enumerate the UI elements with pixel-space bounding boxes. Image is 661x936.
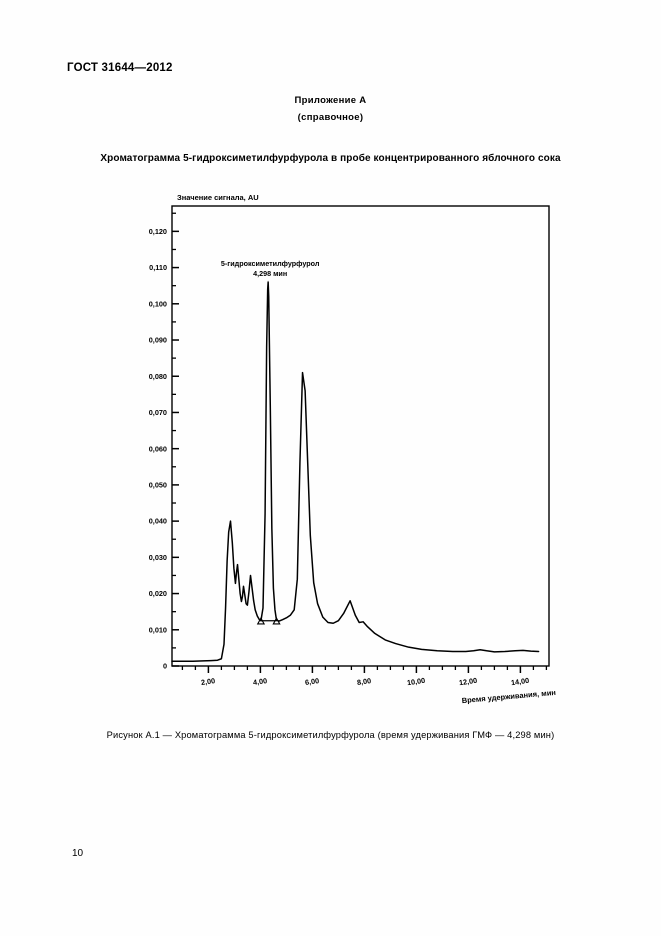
y-tick-label: 0,110 [149, 263, 167, 272]
x-tick-label: 12,00 [458, 676, 477, 687]
x-tick-label: 14,00 [510, 676, 529, 687]
y-tick-label: 0,020 [149, 589, 167, 598]
page-number: 10 [72, 848, 84, 859]
x-tick-label: 4,00 [252, 676, 267, 687]
y-axis-label: Значение сигнала, AU [177, 193, 259, 202]
chromatogram-trace [171, 281, 540, 663]
x-tick-label: 10,00 [406, 676, 425, 687]
plot-frame [171, 205, 550, 667]
y-tick-label: 0,120 [149, 227, 167, 236]
y-tick-label: 0,060 [149, 444, 167, 453]
y-tick-label: 0,080 [149, 372, 167, 381]
x-tick-label: 2,00 [200, 676, 215, 687]
x-tick-label: 8,00 [356, 676, 371, 687]
x-tick-label: 6,00 [304, 676, 319, 687]
integration-marker [272, 616, 281, 625]
standard-header: ГОСТ 31644—2012 [67, 62, 173, 74]
peak-annotation-time: 4,298 мин [253, 269, 287, 278]
x-axis-label: Время удерживания, мин [461, 688, 556, 705]
y-tick-label: 0 [163, 662, 167, 671]
annex-block: Приложение А (справочное) [0, 92, 661, 126]
integration-marker [256, 616, 266, 625]
y-tick-label: 0,100 [149, 299, 167, 308]
y-tick-label: 0,070 [149, 408, 167, 417]
y-tick-label: 0,030 [149, 553, 167, 562]
peak-annotation-name: 5-гидроксиметилфурфурол [221, 259, 320, 268]
y-tick-label: 0,090 [149, 336, 167, 345]
y-tick-label: 0,010 [149, 625, 167, 634]
figure-heading: Хроматограмма 5-гидроксиметилфурфурола в… [100, 153, 561, 164]
y-tick-label: 0,040 [149, 517, 167, 526]
y-tick-label: 0,050 [149, 480, 167, 489]
figure-caption: Рисунок А.1 — Хроматограмма 5-гидроксиме… [106, 730, 555, 740]
annex-title: Приложение А [294, 95, 367, 106]
annex-subtitle: (справочное) [297, 112, 364, 123]
